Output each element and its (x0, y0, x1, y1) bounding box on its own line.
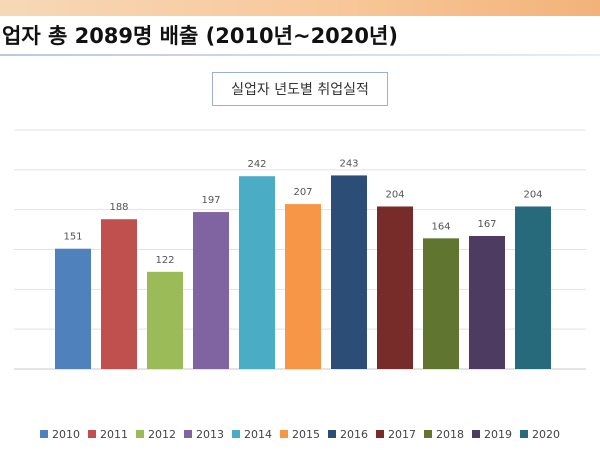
legend-swatch (136, 430, 144, 438)
data-label-2016: 243 (339, 158, 358, 169)
legend-label: 2013 (196, 427, 224, 441)
legend-item-2020: 2020 (520, 428, 560, 441)
legend-item-2019: 2019 (472, 428, 512, 441)
legend-item-2012: 2012 (136, 428, 176, 441)
data-labels: 151 188 122 197 242 207 243 204 164 167 204 (63, 158, 542, 265)
legend-swatch (424, 430, 432, 438)
legend-swatch (376, 430, 384, 438)
legend-item-2017: 2017 (376, 428, 416, 441)
legend-label: 2017 (388, 427, 416, 441)
legend-swatch (280, 430, 288, 438)
legend-label: 2020 (532, 427, 560, 441)
legend-label: 2010 (52, 427, 80, 441)
bar-2011 (101, 219, 137, 369)
data-label-2020: 204 (523, 189, 542, 200)
data-label-2012: 122 (155, 255, 174, 266)
chart-title: 실업자 년도별 취업실적 (212, 72, 388, 106)
legend-swatch (328, 430, 336, 438)
bar-2013 (193, 212, 229, 369)
bar-2016 (331, 175, 367, 369)
data-label-2010: 151 (63, 232, 82, 243)
bars (55, 175, 551, 369)
legend-item-2011: 2011 (88, 428, 128, 441)
header-accent-strip (0, 0, 600, 16)
legend-label: 2019 (484, 427, 512, 441)
bar-2015 (285, 204, 321, 369)
headline-divider (0, 54, 600, 56)
bar-2014 (239, 176, 275, 369)
legend-swatch (184, 430, 192, 438)
legend-item-2015: 2015 (280, 428, 320, 441)
data-label-2017: 204 (385, 189, 404, 200)
legend-swatch (232, 430, 240, 438)
legend-item-2018: 2018 (424, 428, 464, 441)
legend-label: 2016 (340, 427, 368, 441)
legend-item-2013: 2013 (184, 428, 224, 441)
bar-2019 (469, 235, 505, 369)
legend-item-2010: 2010 (40, 428, 80, 441)
bar-2010 (55, 248, 91, 369)
legend-swatch (88, 430, 96, 438)
data-label-2011: 188 (109, 202, 128, 213)
data-label-2013: 197 (201, 195, 220, 206)
legend-swatch (40, 430, 48, 438)
bar-2020 (515, 206, 551, 369)
legend-swatch (472, 430, 480, 438)
data-label-2019: 167 (477, 219, 496, 230)
legend-label: 2015 (292, 427, 320, 441)
legend-label: 2018 (436, 427, 464, 441)
bar-2018 (423, 238, 459, 369)
data-label-2018: 164 (431, 221, 450, 232)
legend-item-2014: 2014 (232, 428, 272, 441)
data-label-2015: 207 (293, 187, 312, 198)
data-label-2014: 242 (247, 159, 266, 170)
legend-swatch (520, 430, 528, 438)
bar-2017 (377, 206, 413, 369)
legend-label: 2014 (244, 427, 272, 441)
legend-item-2016: 2016 (328, 428, 368, 441)
bar-2012 (147, 271, 183, 369)
legend-label: 2011 (100, 427, 128, 441)
slide-headline: 업자 총 2089명 배출 (2010년~2020년) (2, 24, 398, 48)
chart-legend: 2010 2011 2012 2013 2014 2015 2016 2017 2018 2019… (0, 424, 600, 444)
legend-label: 2012 (148, 427, 176, 441)
